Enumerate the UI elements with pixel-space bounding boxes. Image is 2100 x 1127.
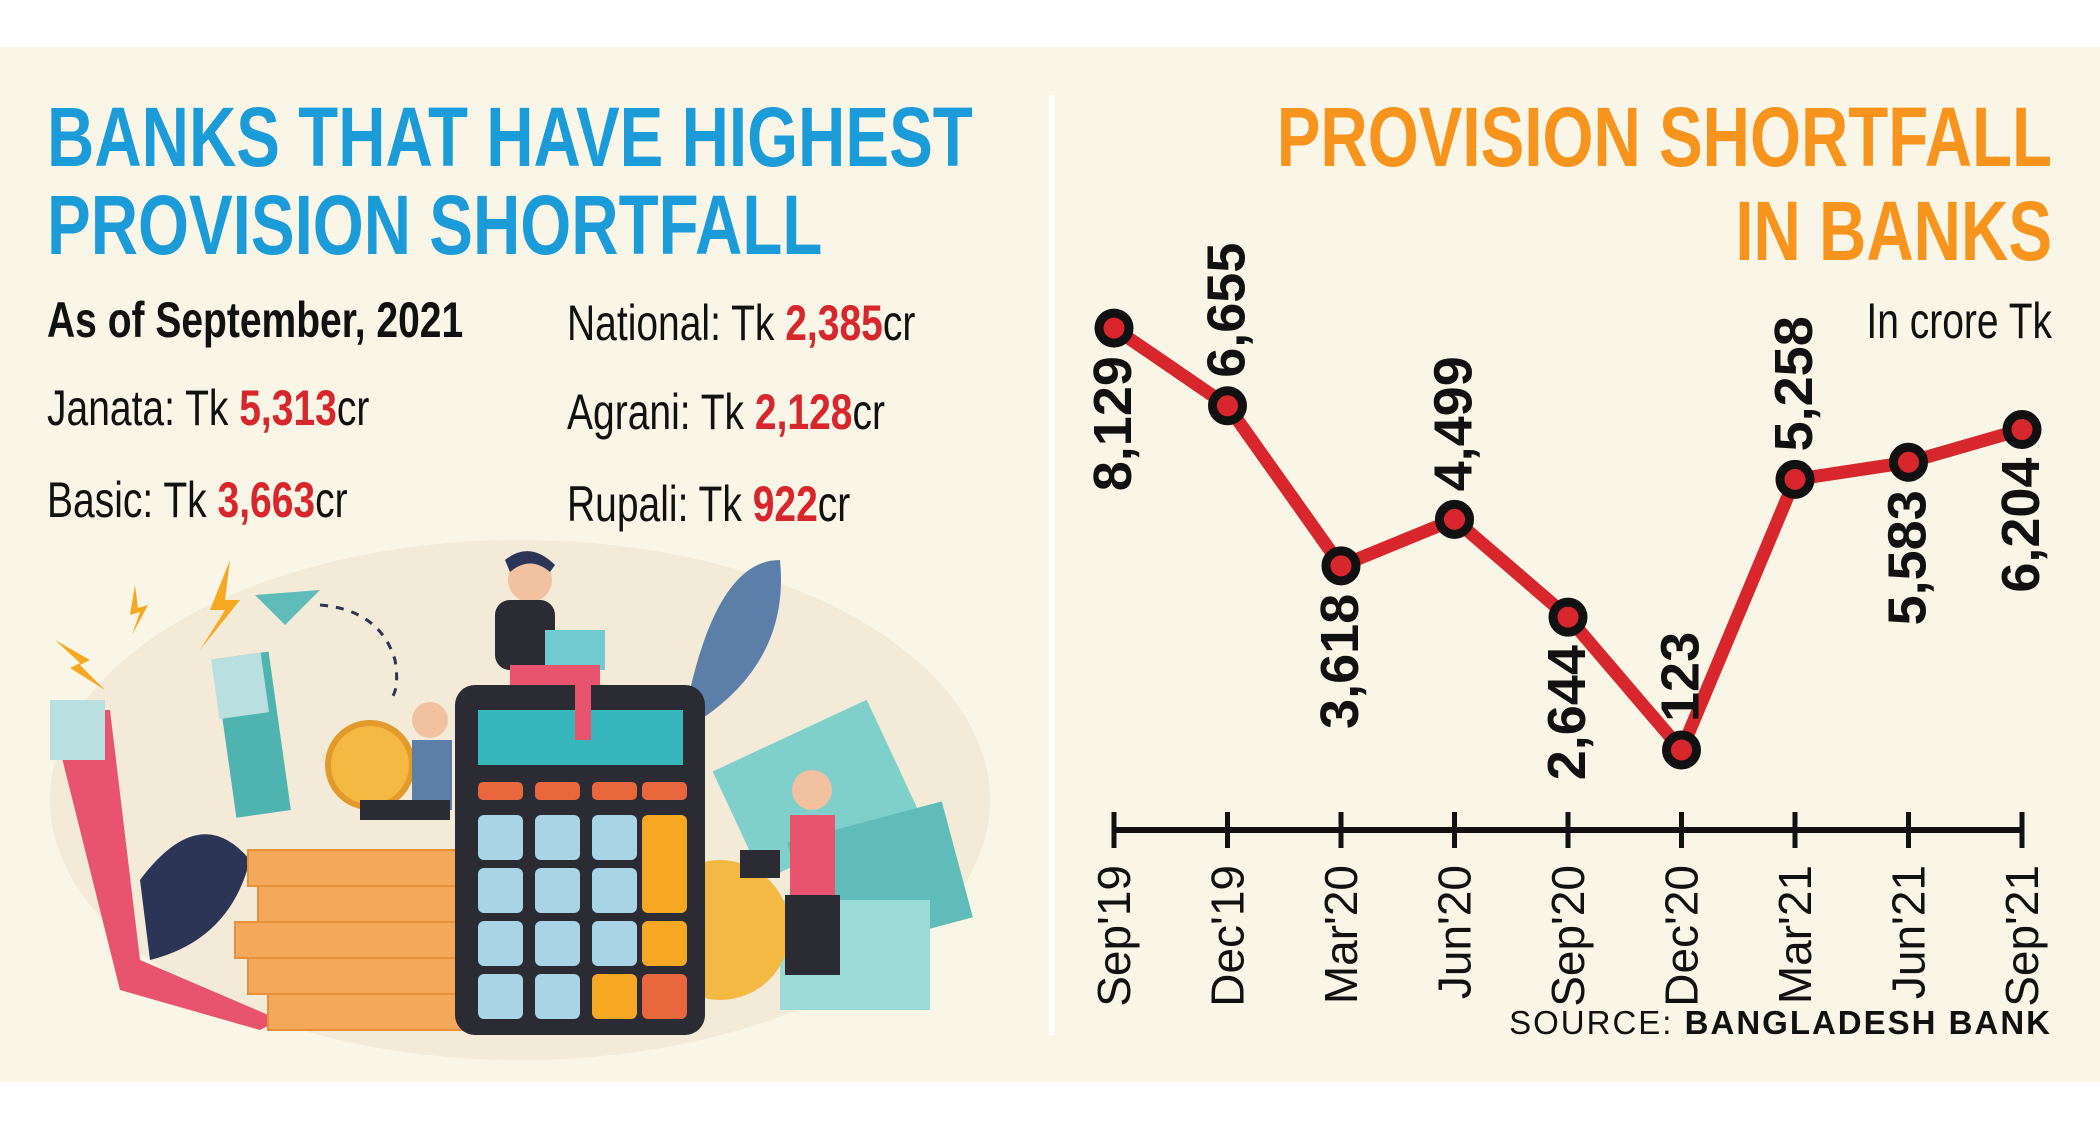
data-label: 8,129 xyxy=(1083,356,1143,491)
x-tick-label: Sep'19 xyxy=(1088,865,1140,1007)
data-point xyxy=(1321,546,1361,586)
divider xyxy=(1049,95,1054,1035)
data-point xyxy=(1208,386,1247,426)
data-label: 123 xyxy=(1651,632,1711,722)
x-tick-label: Sep'20 xyxy=(1542,865,1594,1007)
data-label: 2,644 xyxy=(1537,645,1597,780)
data-point xyxy=(1435,499,1474,539)
bank-stat-rupali: Rupali: Tk 922cr xyxy=(567,476,851,532)
x-tick-label: Jun'21 xyxy=(1883,865,1935,999)
left-title-line-1: BANKS THAT HAVE HIGHEST xyxy=(47,90,973,184)
finance-illustration xyxy=(50,540,990,1060)
data-label: 6,655 xyxy=(1197,243,1257,378)
bank-stat-national: National: Tk 2,385cr xyxy=(567,295,916,351)
data-label: 5,258 xyxy=(1764,316,1824,451)
data-label: 4,499 xyxy=(1424,356,1484,491)
x-tick-label: Dec'19 xyxy=(1202,865,1254,1007)
x-tick-label: Mar'20 xyxy=(1315,865,1367,1004)
data-point xyxy=(1548,597,1588,637)
source-note: SOURCE: BANGLADESH BANK xyxy=(1509,1004,2052,1041)
x-tick-label: Jun'20 xyxy=(1429,865,1481,999)
data-point xyxy=(2002,410,2042,450)
x-tick-label: Mar'21 xyxy=(1769,865,1821,1004)
bank-stat-agrani: Agrani: Tk 2,128cr xyxy=(567,384,885,440)
data-label: 5,583 xyxy=(1878,490,1938,625)
left-title-line-2: PROVISION SHORTFALL xyxy=(47,178,823,272)
data-point xyxy=(1662,730,1701,770)
x-tick-label: Dec'20 xyxy=(1656,865,1708,1007)
bank-stat-janata: Janata: Tk 5,313cr xyxy=(47,380,370,436)
data-label: 6,204 xyxy=(1991,458,2051,593)
bank-stat-basic: Basic: Tk 3,663cr xyxy=(47,472,348,528)
chart-title-line-2: IN BANKS xyxy=(1735,184,2052,278)
x-tick-label: Sep'21 xyxy=(1996,865,2048,1007)
chart-title-line-1: PROVISION SHORTFALL xyxy=(1276,90,2052,184)
data-point xyxy=(1775,459,1815,499)
data-point xyxy=(1889,442,1928,482)
as-of-date: As of September, 2021 xyxy=(47,292,464,348)
data-label: 3,618 xyxy=(1310,594,1370,729)
magnet-icon xyxy=(50,710,280,1030)
data-point xyxy=(1094,308,1134,348)
chart-unit: In crore Tk xyxy=(1866,293,2052,349)
